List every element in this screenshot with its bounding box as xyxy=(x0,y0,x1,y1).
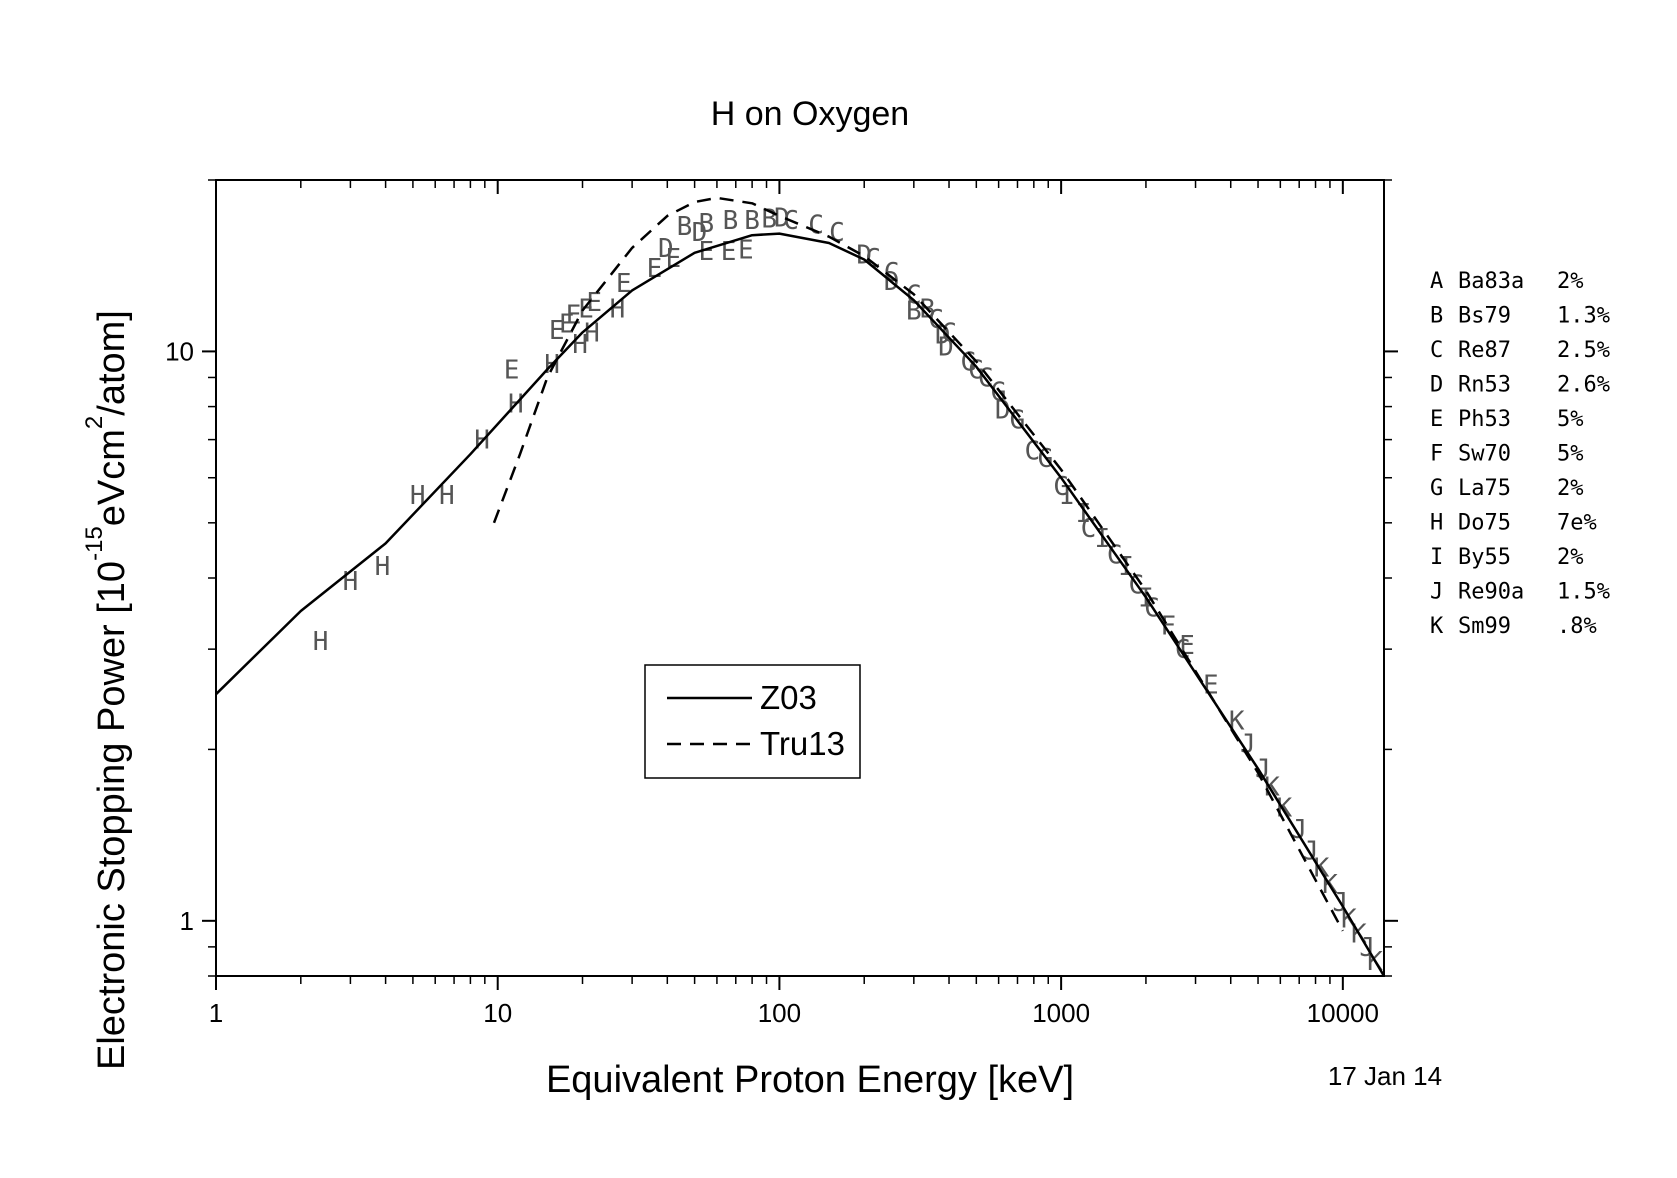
ref-name: Bs79 xyxy=(1458,304,1511,329)
series-line-z03 xyxy=(215,232,1386,977)
data-point-e: E xyxy=(566,301,582,331)
y-axis-label-main: Electronic Stopping Power [10 xyxy=(91,561,133,1070)
data-point-h: H xyxy=(610,294,626,324)
legend-label-tru13: Tru13 xyxy=(760,725,845,762)
data-point-h: H xyxy=(313,627,329,657)
x-tick-label: 10000 xyxy=(1307,998,1379,1028)
data-point-d: D xyxy=(995,396,1011,426)
data-point-h: H xyxy=(375,552,391,582)
ref-error: 1.5% xyxy=(1557,580,1610,605)
data-point-d: D xyxy=(774,203,790,233)
y-axis-label-superscript: 2 xyxy=(81,416,108,429)
data-point-b: B xyxy=(677,212,693,242)
data-point-e: E xyxy=(559,309,575,339)
ref-error: 2.6% xyxy=(1557,373,1610,398)
data-point-d: D xyxy=(938,333,954,363)
data-point-k: K xyxy=(1314,854,1330,884)
ref-key: B xyxy=(1430,304,1443,329)
y-axis-label-tail: /atom] xyxy=(91,310,133,416)
data-point-e: E xyxy=(1203,671,1219,701)
data-point-c: C xyxy=(829,218,845,248)
ref-name: Ba83a xyxy=(1458,269,1524,294)
data-point-e: E xyxy=(586,288,602,318)
reference-legend: A Ba83a 2% B Bs79 1.3% C Re87 2.5% D Rn53 2.6% E Ph53… xyxy=(1430,269,1610,639)
data-point-d: D xyxy=(692,218,708,248)
data-point-e: E xyxy=(738,235,754,265)
y-tick-labels: 1 10 xyxy=(165,336,194,935)
data-point-e: E xyxy=(665,244,681,274)
ref-key: F xyxy=(1430,442,1443,467)
data-point-j: J xyxy=(1255,755,1271,785)
data-point-e: E xyxy=(647,254,663,284)
ref-error: 5% xyxy=(1557,442,1584,467)
ref-error: 5% xyxy=(1557,407,1584,432)
ref-error: 2% xyxy=(1557,476,1584,501)
y-axis-label: Electronic Stopping Power [10-15eVcm2/at… xyxy=(81,310,133,1070)
x-tick-label: 10 xyxy=(483,998,512,1028)
data-point-e: E xyxy=(549,316,565,346)
y-axis-label-text: Electronic Stopping Power [10-15eVcm2/at… xyxy=(81,310,133,1070)
ref-error: 7e% xyxy=(1557,511,1597,536)
ref-name: Re87 xyxy=(1458,338,1511,363)
data-point-d: D xyxy=(658,234,674,264)
data-point-b: B xyxy=(744,206,760,236)
ref-name: Sm99 xyxy=(1458,614,1511,639)
x-axis-label: Equivalent Proton Energy [keV] xyxy=(546,1059,1074,1101)
legend-label-z03: Z03 xyxy=(760,679,817,716)
data-point-e: E xyxy=(504,355,520,385)
ref-name: La75 xyxy=(1458,476,1511,501)
data-point-b: B xyxy=(723,206,739,236)
ref-name: Rn53 xyxy=(1458,373,1511,398)
data-point-c: C xyxy=(1053,472,1069,502)
x-tick-label: 1000 xyxy=(1032,998,1090,1028)
major-ticks xyxy=(202,180,1398,990)
data-point-h: H xyxy=(584,318,600,348)
ref-name: Ph53 xyxy=(1458,407,1511,432)
ref-error: 1.3% xyxy=(1557,304,1610,329)
ref-key: J xyxy=(1430,580,1443,605)
data-point-b: B xyxy=(698,209,714,239)
ref-name: Do75 xyxy=(1458,511,1511,536)
data-point-h: H xyxy=(439,481,455,511)
ref-key: D xyxy=(1430,373,1443,398)
data-point-c: C xyxy=(808,211,824,241)
ref-key: E xyxy=(1430,407,1443,432)
ref-name: By55 xyxy=(1458,545,1511,570)
y-tick-label: 10 xyxy=(165,336,194,366)
y-axis-label-unit: eVcm xyxy=(91,429,133,526)
series-line-tru13 xyxy=(492,196,1344,932)
data-point-k: K xyxy=(1264,773,1280,803)
ref-key: G xyxy=(1430,476,1443,501)
ref-name: Re90a xyxy=(1458,580,1524,605)
ref-error: 2.5% xyxy=(1557,338,1610,363)
ref-error: 2% xyxy=(1557,269,1584,294)
ref-key: H xyxy=(1430,511,1443,536)
ref-name: Sw70 xyxy=(1458,442,1511,467)
series-legend: Z03 Tru13 xyxy=(644,664,861,779)
chart-title: H on Oxygen xyxy=(711,95,909,133)
ref-key: I xyxy=(1430,545,1443,570)
ref-error: 2% xyxy=(1557,545,1584,570)
date-label: 17 Jan 14 xyxy=(1328,1061,1442,1091)
y-tick-label: 1 xyxy=(180,906,194,936)
x-tick-label: 1 xyxy=(209,998,223,1028)
ref-key: K xyxy=(1430,614,1444,639)
minor-ticks xyxy=(208,179,1392,984)
data-point-e: E xyxy=(616,269,632,299)
x-tick-labels: 1 10 100 1000 10000 xyxy=(209,998,1379,1028)
series-legend-box xyxy=(644,664,861,779)
data-point-h: H xyxy=(410,481,426,511)
x-tick-label: 100 xyxy=(758,998,801,1028)
ref-error: .8% xyxy=(1557,614,1597,639)
series-lines xyxy=(215,196,1386,977)
ref-key: C xyxy=(1430,338,1443,363)
data-point-j: J xyxy=(1291,815,1307,845)
data-point-i: I xyxy=(1059,481,1075,511)
y-axis-label-exponent: -15 xyxy=(81,526,108,561)
plot-frame xyxy=(215,179,1385,977)
data-point-e: E xyxy=(698,237,714,267)
ref-key: A xyxy=(1430,269,1443,294)
